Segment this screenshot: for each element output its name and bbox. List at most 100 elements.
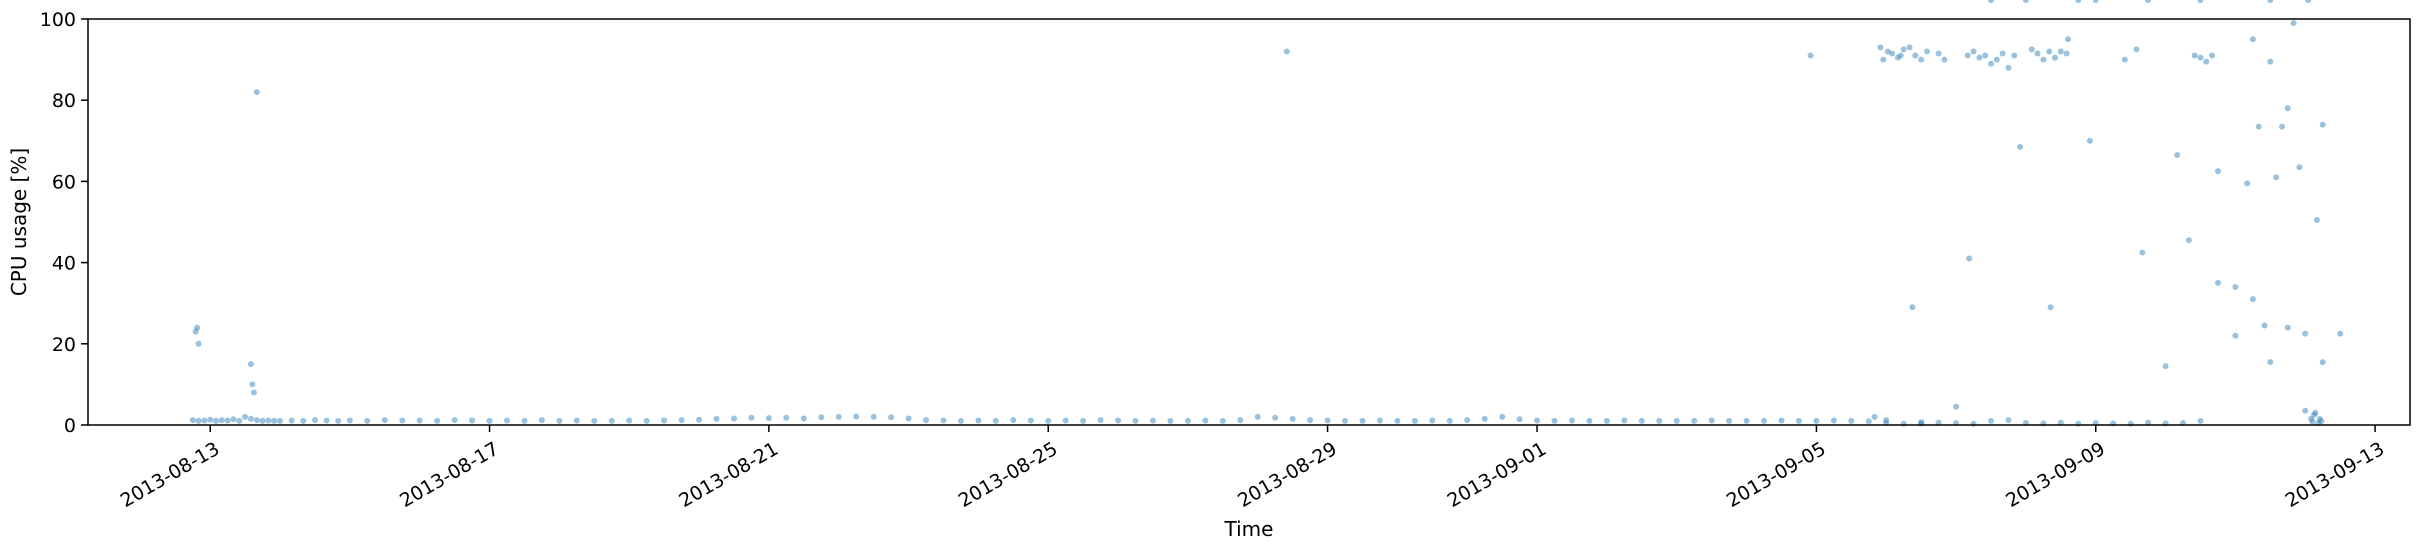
y-axis-title: CPU usage [%] xyxy=(7,148,31,296)
data-point xyxy=(1941,56,1948,63)
data-point xyxy=(1897,52,1904,59)
data-point xyxy=(2279,123,2285,130)
data-point xyxy=(661,417,668,424)
data-point xyxy=(923,417,929,424)
data-point xyxy=(1982,52,1989,59)
data-point xyxy=(1411,417,1418,424)
data-point xyxy=(2005,64,2012,71)
data-point xyxy=(1999,50,2006,57)
data-point xyxy=(2063,50,2070,57)
data-point xyxy=(1516,416,1523,423)
data-point xyxy=(2232,332,2239,339)
data-point xyxy=(1010,417,1017,424)
scatter-points xyxy=(189,0,2344,427)
data-point xyxy=(1909,304,1916,311)
data-point xyxy=(1272,414,1279,421)
x-tick-label: 2013-08-17 xyxy=(396,438,503,512)
data-point xyxy=(2017,143,2024,150)
data-point xyxy=(451,417,458,424)
data-point xyxy=(1761,417,1767,424)
data-point xyxy=(1621,417,1628,424)
data-point xyxy=(1900,420,1907,427)
data-point xyxy=(1865,418,1872,425)
data-point xyxy=(2139,249,2146,256)
data-point xyxy=(1062,417,1069,424)
data-point xyxy=(1499,413,1506,420)
data-point xyxy=(253,89,260,96)
data-point xyxy=(1883,417,1890,424)
data-point xyxy=(259,417,266,424)
data-point xyxy=(2028,46,2035,53)
plot-frame xyxy=(87,18,2411,426)
data-point xyxy=(2197,0,2204,3)
data-point xyxy=(1924,48,1930,55)
data-point xyxy=(975,417,982,424)
data-point xyxy=(1743,417,1750,424)
data-point xyxy=(1097,417,1104,424)
data-point xyxy=(1993,56,2000,63)
data-point xyxy=(2052,54,2058,61)
data-point xyxy=(300,417,307,424)
x-tick-label: 2013-09-09 xyxy=(2002,438,2109,512)
data-point xyxy=(1778,417,1785,424)
data-point xyxy=(1970,48,1977,55)
data-point xyxy=(1603,417,1610,424)
data-point xyxy=(992,417,999,424)
data-point xyxy=(277,417,283,424)
data-point xyxy=(249,381,256,388)
data-point xyxy=(230,416,237,423)
data-point xyxy=(504,417,510,424)
data-point xyxy=(335,417,342,424)
data-point xyxy=(218,417,225,424)
data-point xyxy=(2316,415,2323,422)
data-point xyxy=(213,417,219,424)
y-axis: 0 20 40 60 80 100 xyxy=(40,9,88,437)
data-point xyxy=(1935,50,1942,57)
data-point xyxy=(2215,168,2221,175)
x-tick-label: 2013-08-13 xyxy=(117,438,224,512)
data-point xyxy=(247,415,254,422)
data-point xyxy=(1726,417,1733,424)
data-point xyxy=(1871,413,1878,420)
data-point xyxy=(399,417,406,424)
data-point xyxy=(1638,417,1645,424)
data-point xyxy=(1586,417,1593,424)
x-tick-label: 2013-09-01 xyxy=(1444,438,1551,512)
data-point xyxy=(1964,52,1971,59)
data-point xyxy=(2215,279,2221,286)
data-point xyxy=(1966,255,1973,262)
data-point xyxy=(2203,58,2210,65)
data-point xyxy=(818,414,825,421)
data-point xyxy=(713,415,720,422)
data-point xyxy=(242,413,249,420)
data-point xyxy=(2312,409,2319,416)
data-point xyxy=(888,414,895,421)
data-point xyxy=(1880,56,1887,63)
data-point xyxy=(2284,105,2291,112)
data-point xyxy=(2145,0,2152,3)
data-point xyxy=(2284,324,2291,331)
data-point xyxy=(2086,137,2093,144)
data-point xyxy=(486,417,493,424)
data-point xyxy=(1150,417,1156,424)
data-point xyxy=(1481,415,1488,422)
data-point xyxy=(1884,48,1891,55)
data-point xyxy=(1307,417,1314,424)
y-tick-label: 80 xyxy=(52,90,76,112)
data-point xyxy=(696,416,703,423)
data-point xyxy=(1184,417,1191,424)
y-tick-label: 0 xyxy=(64,415,76,437)
data-point xyxy=(591,417,598,424)
data-point xyxy=(2261,322,2268,329)
data-point xyxy=(2145,419,2152,426)
data-point xyxy=(1237,417,1244,424)
data-point xyxy=(1534,417,1541,424)
data-point xyxy=(1988,0,1994,3)
data-point xyxy=(201,417,208,424)
data-point xyxy=(2121,56,2128,63)
data-point xyxy=(765,415,772,422)
data-point xyxy=(1848,417,1855,424)
data-point xyxy=(1446,417,1453,424)
data-point xyxy=(1342,417,1348,424)
data-point xyxy=(2308,415,2315,422)
